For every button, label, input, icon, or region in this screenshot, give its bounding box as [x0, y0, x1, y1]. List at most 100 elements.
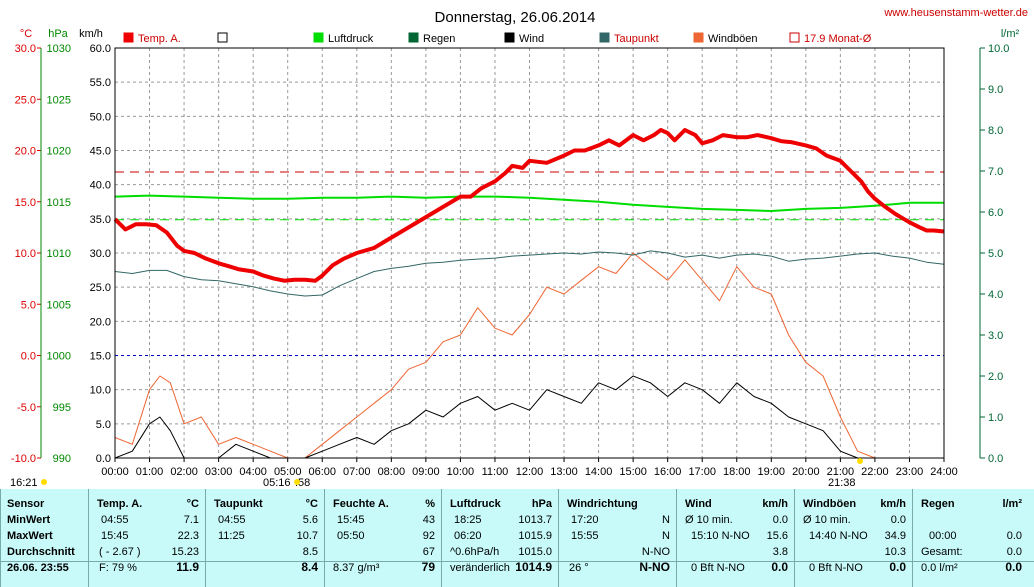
col-pressure: Luftdruck hPa 18:25 1013.7 06:20 1015.9 …	[441, 489, 558, 587]
gust-header: Windböen	[803, 498, 857, 510]
direction-header: Windrichtung	[567, 498, 638, 510]
legend-label: Regen	[423, 33, 455, 45]
sunrise-right-label: :58	[295, 477, 310, 488]
wind-footer-value: 0.0	[771, 560, 788, 574]
time-tick-label: 14:00	[585, 466, 613, 478]
time-tick-label: 20:00	[792, 466, 820, 478]
col-dew: Taupunkt °C 04:55 5.6 11:25 10.7 8.5 8.4	[205, 489, 324, 587]
legend-label: Windböen	[708, 33, 758, 45]
time-tick-label: 09:00	[412, 466, 440, 478]
time-tick-label: 19:00	[758, 466, 786, 478]
unit-temp: °C	[20, 28, 32, 40]
time-tick-label: 21:00	[827, 466, 855, 478]
sensor-row-avg: Durchschnitt	[7, 546, 75, 558]
col-gust: Windböen km/h Ø 10 min. 0.0 14:40 N-NO 3…	[794, 489, 912, 587]
rain-tick-label: 8.0	[988, 125, 1003, 137]
wind-tick-label: 10.0	[90, 385, 111, 397]
legend-label: Taupunkt	[614, 33, 659, 45]
sensor-row-min: MinWert	[7, 514, 51, 526]
legend: Temp. A. Luftdruck Regen Wind Taupunkt Windbö…	[123, 32, 872, 45]
plot-frame	[114, 47, 945, 459]
dew-header: Taupunkt	[214, 498, 263, 510]
direction-max-value: N	[662, 530, 670, 542]
humidity-max-time: 05:50	[337, 530, 365, 542]
rain-tick-label: 4.0	[988, 289, 1003, 301]
series-line-taupunkt	[114, 250, 945, 297]
direction-min-value: N	[662, 514, 670, 526]
legend-swatch	[217, 32, 228, 43]
dew-unit: °C	[305, 498, 318, 510]
temp-avg-note: ( - 2.67 )	[99, 546, 141, 558]
legend-label: Wind	[519, 33, 544, 45]
unit-rain: l/m²	[1001, 28, 1020, 40]
time-tick-label: 15:00	[619, 466, 647, 478]
time-tick-label: 13:00	[550, 466, 578, 478]
humidity-header: Feuchte A.	[333, 498, 389, 510]
gust-unit: km/h	[880, 498, 906, 510]
time-tick-label: 03:00	[205, 466, 233, 478]
wind-tick-label: 15.0	[90, 351, 111, 363]
time-tick-label: 17:00	[688, 466, 716, 478]
humidity-unit: %	[425, 498, 435, 510]
gust-min-label: Ø 10 min.	[803, 514, 851, 526]
wind-tick-label: 45.0	[90, 146, 111, 158]
col-humidity: Feuchte A. % 15:45 43 05:50 92 67 8.37 g…	[324, 489, 441, 587]
rain-tick-label: 10.0	[988, 43, 1009, 55]
site-link[interactable]: www.heusenstamm-wetter.de	[883, 7, 1028, 19]
wind-header: Wind	[685, 498, 712, 510]
temp-header: Temp. A.	[97, 498, 143, 510]
legend-swatch	[599, 32, 610, 43]
legend-swatch	[504, 32, 515, 43]
chart-title: Donnerstag, 26.06.2014	[435, 9, 596, 26]
wind-min-value: 0.0	[772, 514, 788, 526]
pressure-tick-label: 995	[53, 402, 71, 414]
wind-tick-label: 0.0	[96, 453, 111, 465]
wind-tick-label: 20.0	[90, 316, 111, 328]
temp-footer-value: 11.9	[176, 560, 199, 574]
col-temp: Temp. A. °C 04:55 7.1 15:45 22.3 ( - 2.6…	[88, 489, 205, 587]
temp-max-time: 15:45	[101, 530, 129, 542]
rain-tick-label: 6.0	[988, 207, 1003, 219]
time-tick-label: 23:00	[896, 466, 924, 478]
pressure-tick-label: 1000	[47, 351, 71, 363]
grid	[115, 48, 944, 458]
series-line-wind	[114, 375, 944, 459]
pressure-tick-label: 1015	[47, 197, 71, 209]
legend-swatch	[789, 32, 800, 43]
humidity-footer-label: 8.37 g/m³	[333, 562, 380, 574]
humidity-min-value: 43	[422, 514, 435, 526]
direction-footer-value: N-NO	[639, 560, 670, 574]
temp-tick-label: -10.0	[11, 453, 36, 465]
dew-footer-value: 8.4	[301, 560, 318, 574]
dew-min-value: 5.6	[302, 514, 318, 526]
wind-tick-label: 40.0	[90, 180, 111, 192]
rain-tick-label: 7.0	[988, 166, 1003, 178]
time-tick-label: 16:00	[654, 466, 682, 478]
series-line-luftdruck	[114, 194, 944, 212]
pressure-trend: ^0.6hPa/h	[450, 546, 500, 558]
rain-max-value: 0.0	[1006, 530, 1022, 542]
temp-footer-label: F: 79 %	[99, 562, 137, 574]
pressure-footer-label: veränderlich	[450, 562, 510, 574]
rain-footer-value: 0.0	[1005, 560, 1022, 574]
sunrise-left-label: 05:16	[263, 477, 291, 488]
pressure-tick-label: 990	[53, 453, 71, 465]
pressure-footer-value: 1014.9	[515, 560, 552, 574]
wind-tick-label: 5.0	[96, 419, 111, 431]
humidity-max-value: 92	[422, 530, 435, 542]
stats-separator	[0, 561, 1034, 562]
wind-footer-label: 0 Bft N-NO	[691, 562, 745, 574]
legend-swatch	[408, 32, 419, 43]
dew-min-time: 04:55	[218, 514, 246, 526]
humidity-min-time: 15:45	[337, 514, 365, 526]
col-rain: Regen l/m² 00:00 0.0 Gesamt: 0.0 0.0 l/m…	[912, 489, 1034, 587]
wind-tick-label: 55.0	[90, 77, 111, 89]
gust-footer-label: 0 Bft N-NO	[809, 562, 863, 574]
temp-tick-label: 0.0	[21, 351, 36, 363]
wind-max-label: 15:10 N-NO	[691, 530, 750, 542]
gust-max-value: 34.9	[884, 530, 906, 542]
time-tick-label: 04:00	[239, 466, 267, 478]
direction-avg-value: N-NO	[641, 546, 670, 558]
temp-tick-label: 30.0	[15, 43, 36, 55]
pressure-tick-label: 1020	[47, 146, 71, 158]
